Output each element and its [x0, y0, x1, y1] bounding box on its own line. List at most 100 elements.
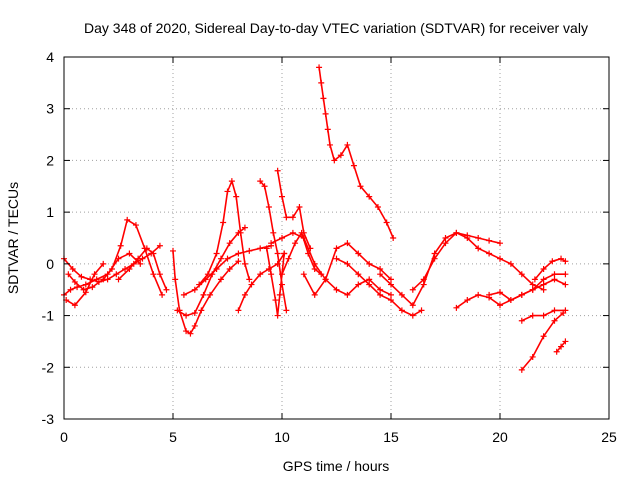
- series-sat-n: [281, 232, 322, 275]
- series-sat-c-markers: [65, 216, 166, 298]
- data-point-marker: [224, 255, 231, 262]
- data-point-marker: [497, 240, 503, 247]
- data-point-marker: [333, 286, 340, 293]
- data-point-marker: [366, 276, 373, 283]
- data-point-marker: [71, 278, 78, 285]
- series-sat-x-markers: [518, 309, 567, 373]
- data-point-marker: [78, 273, 85, 280]
- data-point-marker: [263, 245, 270, 252]
- series-sat-u-markers: [453, 271, 569, 311]
- data-point-marker: [241, 224, 248, 231]
- data-point-marker: [486, 291, 493, 298]
- series-sat-q-markers: [300, 240, 394, 298]
- data-point-marker: [442, 235, 449, 241]
- data-point-marker: [67, 286, 74, 293]
- data-point-marker: [562, 258, 569, 265]
- data-point-marker: [241, 260, 248, 267]
- series-sat-h: [198, 180, 251, 286]
- data-point-marker: [279, 235, 285, 241]
- series-sat-i: [183, 245, 272, 296]
- data-point-marker: [276, 291, 283, 298]
- data-point-marker: [163, 286, 170, 293]
- data-point-marker: [529, 353, 536, 360]
- x-tick-label: 25: [601, 429, 617, 445]
- data-point-marker: [518, 366, 525, 373]
- data-point-marker: [350, 162, 357, 169]
- series-sat-p-markers: [316, 64, 397, 241]
- data-point-marker: [228, 178, 235, 185]
- plot-area: [63, 56, 610, 420]
- data-point-marker: [337, 152, 344, 159]
- data-point-marker: [551, 307, 558, 314]
- data-point-marker: [100, 260, 107, 267]
- data-point-marker: [518, 317, 525, 324]
- data-point-marker: [113, 271, 120, 278]
- data-point-marker: [355, 271, 362, 278]
- series-sat-s: [379, 232, 501, 306]
- data-point-marker: [289, 229, 296, 236]
- data-point-marker: [540, 266, 547, 273]
- x-tick-label: 10: [274, 429, 290, 445]
- series-sat-b-markers: [61, 250, 144, 298]
- data-point-marker: [529, 281, 536, 288]
- data-point-marker: [172, 276, 179, 283]
- data-point-marker: [126, 266, 133, 273]
- series-sat-f-markers: [170, 247, 242, 337]
- data-point-marker: [475, 245, 482, 252]
- series-sat-y-markers: [553, 338, 569, 355]
- series-sat-v-markers: [486, 276, 569, 304]
- data-point-marker: [377, 266, 384, 273]
- data-point-marker: [486, 237, 493, 244]
- data-point-marker: [562, 338, 569, 345]
- series-sat-g: [176, 226, 246, 317]
- data-point-marker: [331, 157, 338, 164]
- data-point-marker: [388, 291, 394, 298]
- data-point-marker: [198, 307, 205, 314]
- data-point-marker: [562, 281, 569, 288]
- data-point-marker: [170, 247, 176, 254]
- data-point-marker: [117, 242, 124, 249]
- series-sat-r: [335, 257, 423, 317]
- data-point-marker: [279, 281, 285, 288]
- data-point-marker: [355, 281, 362, 288]
- series-sat-t: [412, 232, 545, 291]
- data-point-marker: [507, 260, 514, 267]
- data-point-marker: [475, 291, 482, 298]
- data-point-marker: [374, 203, 381, 210]
- series-sat-x: [521, 312, 564, 371]
- data-point-marker: [191, 309, 198, 316]
- data-point-marker: [558, 343, 565, 350]
- data-point-marker: [311, 260, 318, 267]
- data-point-marker: [553, 348, 560, 355]
- data-point-marker: [398, 291, 405, 298]
- data-point-marker: [246, 247, 253, 254]
- y-tick-label: 2: [46, 152, 54, 168]
- data-point-marker: [420, 281, 427, 288]
- data-point-marker: [213, 250, 220, 257]
- data-point-marker: [270, 229, 277, 236]
- series-sat-l: [265, 247, 285, 317]
- data-point-marker: [344, 291, 351, 298]
- series-sat-v: [488, 278, 567, 301]
- data-point-marker: [281, 250, 288, 257]
- tick-labels: 0 5 10 15 20 25 -3 -2 -1 0 1 2 3 4: [42, 49, 617, 445]
- data-point-marker: [300, 271, 307, 278]
- y-axis-label: SDTVAR / TECUs: [5, 182, 21, 294]
- data-point-marker: [82, 281, 89, 288]
- data-point-marker: [191, 322, 198, 329]
- data-point-marker: [93, 276, 100, 283]
- data-point-marker: [497, 289, 503, 296]
- series-sat-z-markers: [531, 255, 569, 283]
- data-point-marker: [518, 271, 525, 278]
- data-point-marker: [560, 309, 567, 316]
- data-point-marker: [377, 291, 384, 298]
- data-point-marker: [274, 312, 281, 319]
- data-point-marker: [207, 291, 214, 298]
- data-point-marker: [246, 276, 253, 283]
- data-point-marker: [540, 312, 547, 319]
- data-point-marker: [431, 250, 438, 257]
- data-point-marker: [237, 229, 244, 236]
- data-point-marker: [475, 235, 482, 241]
- data-point-marker: [69, 266, 76, 273]
